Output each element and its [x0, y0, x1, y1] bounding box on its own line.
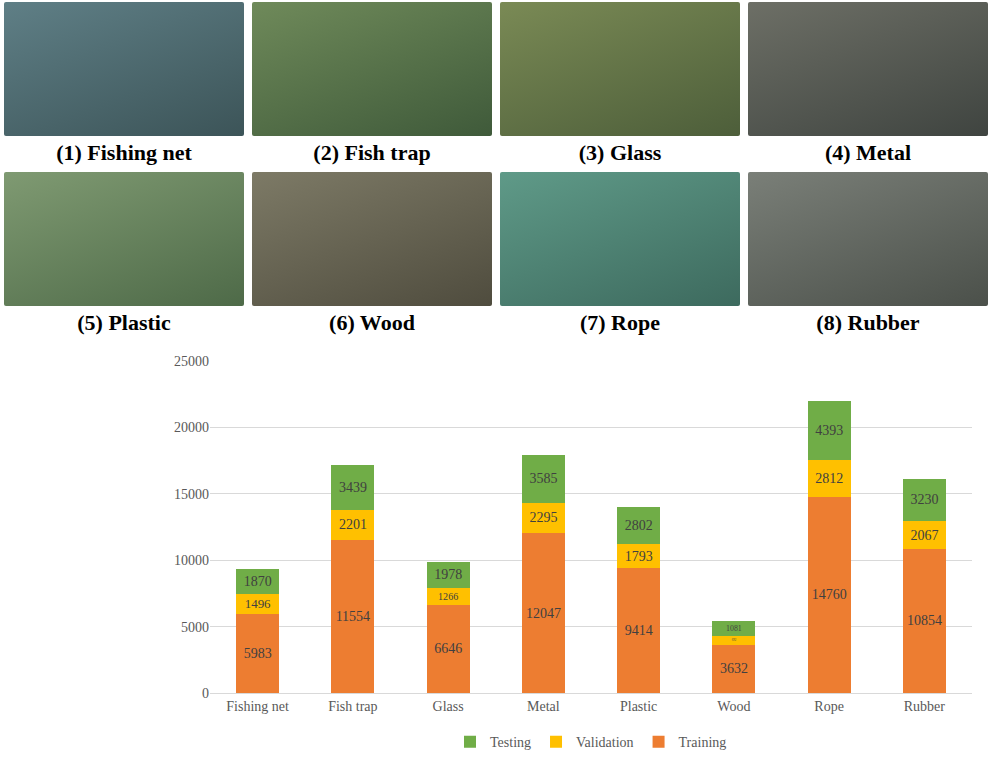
svg-text:6646: 6646: [434, 641, 462, 656]
svg-text:9414: 9414: [625, 623, 653, 638]
html-text:(1) Fishing net: (1) Fishing net: [56, 140, 192, 165]
svg-text:Metal: Metal: [527, 699, 560, 714]
svg-text:1978: 1978: [434, 567, 462, 582]
svg-text:3439: 3439: [339, 480, 367, 495]
svg-text:25000: 25000: [174, 354, 209, 369]
svg-text:Fishing net: Fishing net: [226, 699, 289, 714]
svg-text:20000: 20000: [174, 420, 209, 435]
svg-text:Fish trap: Fish trap: [328, 699, 377, 714]
svg-text:11554: 11554: [336, 609, 370, 624]
svg-text:5000: 5000: [181, 620, 209, 635]
svg-text:2201: 2201: [339, 517, 367, 532]
html-text:(7) Rope: (7) Rope: [580, 310, 660, 335]
svg-text:3230: 3230: [910, 492, 938, 507]
svg-text:Rope: Rope: [814, 699, 844, 714]
svg-text:Training: Training: [679, 735, 727, 750]
svg-text:1870: 1870: [244, 574, 272, 589]
svg-text:10854: 10854: [907, 613, 942, 628]
svg-text:Glass: Glass: [433, 699, 464, 714]
html-text:(3) Glass: (3) Glass: [578, 140, 662, 165]
html-text:(2) Fish trap: (2) Fish trap: [313, 140, 431, 165]
svg-text:2802: 2802: [625, 518, 653, 533]
svg-text:0: 0: [202, 686, 209, 701]
svg-text:Wood: Wood: [717, 699, 750, 714]
svg-text:14760: 14760: [812, 587, 847, 602]
svg-text:Plastic: Plastic: [620, 699, 657, 714]
html-text:(8) Rubber: (8) Rubber: [816, 310, 920, 335]
svg-text:1793: 1793: [625, 549, 653, 564]
svg-text:Rubber: Rubber: [904, 699, 946, 714]
html-text:(4) Metal: (4) Metal: [824, 140, 912, 165]
html-text:(6) Wood: (6) Wood: [329, 310, 415, 335]
svg-text:1081: 1081: [726, 624, 742, 633]
svg-text:5983: 5983: [244, 646, 272, 661]
svg-text:1496: 1496: [245, 596, 271, 611]
svg-text:2812: 2812: [815, 471, 843, 486]
svg-text:692: 692: [732, 638, 737, 642]
svg-text:1266: 1266: [438, 591, 458, 602]
svg-text:15000: 15000: [174, 487, 209, 502]
svg-text:2295: 2295: [529, 510, 557, 525]
svg-text:Validation: Validation: [576, 735, 634, 750]
svg-text:Testing: Testing: [490, 735, 531, 750]
svg-text:10000: 10000: [174, 553, 209, 568]
svg-text:2067: 2067: [910, 528, 938, 543]
svg-text:3632: 3632: [720, 661, 748, 676]
svg-text:12047: 12047: [526, 606, 561, 621]
svg-text:3585: 3585: [529, 471, 557, 486]
svg-text:4393: 4393: [815, 423, 843, 438]
html-text:(5) Plastic: (5) Plastic: [77, 310, 171, 335]
